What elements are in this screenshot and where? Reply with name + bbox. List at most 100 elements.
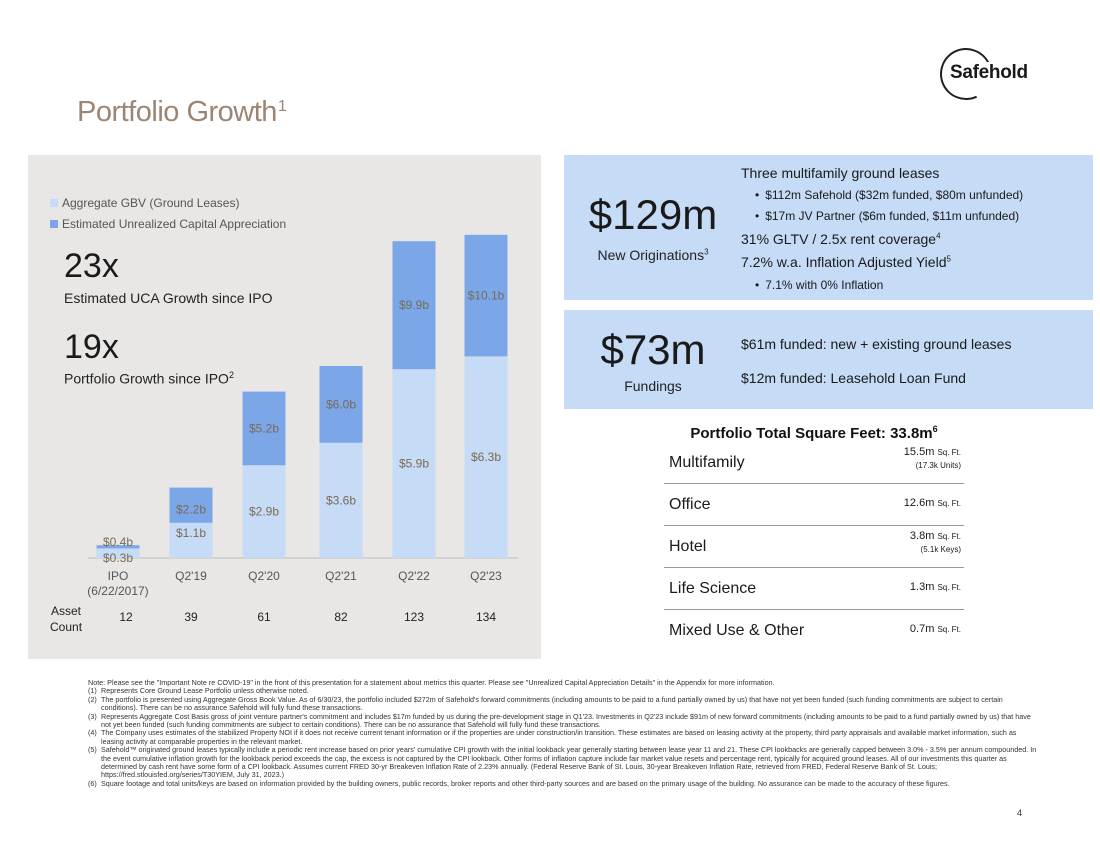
portfolio-growth-label-text: Portfolio Growth since IPO: [64, 370, 229, 387]
footnote-item: (3) Represents Aggregate Cost Basis gross…: [88, 711, 1038, 730]
fundings-amount: $73m: [600, 326, 706, 373]
footnote-text: Square footage and total units/keys are …: [101, 778, 950, 788]
footnote-item: (5) Safehold™ originated ground leases ty…: [88, 746, 1038, 780]
originations-bullet-safehold: $112m Safehold ($32m funded, $80m unfund…: [755, 188, 1023, 202]
x-tick-label-1: Q2'19: [175, 569, 207, 583]
sqft-value-number: 0.7m: [909, 623, 938, 635]
sqft-value-detail: (5.1k Keys): [920, 545, 961, 554]
asset-count-4: 123: [404, 610, 424, 624]
footnote-number: (2): [88, 694, 97, 704]
portfolio-growth-footnote: 2: [228, 370, 234, 380]
sqft-title-text: Portfolio Total Square Feet: 33.8m: [690, 425, 933, 442]
bar-label-uca-1: $2.2b: [176, 503, 206, 517]
footnote-number: (4): [88, 728, 97, 738]
asset-count-label-text: Asset Count: [50, 603, 82, 635]
bar-label-gbv-5: $6.3b: [471, 450, 501, 464]
legend-swatch-uca: [50, 219, 58, 228]
legend-item-gbv: Aggregate GBV (Ground Leases): [50, 192, 286, 213]
sqft-value-unit: Sq. Ft.: [937, 625, 961, 634]
page-title-footnote: 1: [277, 98, 287, 115]
footnote-number: (3): [88, 711, 97, 721]
originations-yield-text: 7.2% w.a. Inflation Adjusted Yield: [741, 254, 947, 270]
footnote-text: Represents Core Ground Lease Portfolio u…: [101, 686, 309, 696]
asset-count-0: 12: [119, 610, 133, 624]
bar-label-gbv-4: $5.9b: [399, 457, 429, 471]
bar-label-gbv-0: $0.3b: [103, 551, 133, 565]
originations-gltv-text: 31% GLTV / 2.5x rent coverage: [741, 231, 937, 247]
bar-label-gbv-3: $3.6b: [326, 493, 356, 507]
bar-label-uca-2: $5.2b: [249, 421, 279, 435]
bar-label-uca-5: $10.1b: [468, 289, 505, 303]
sqft-value-number: 1.3m: [909, 581, 938, 593]
bar-gbv-5: [464, 356, 508, 558]
fundings-label: Fundings: [624, 378, 682, 394]
bar-gbv-3: [319, 442, 363, 558]
sqft-value: 0.7m Sq. Ft.: [910, 623, 961, 636]
sqft-title: Portfolio Total Square Feet: 33.8m6: [664, 424, 964, 442]
asset-count-1: 39: [184, 610, 198, 624]
asset-count-5: 134: [476, 610, 496, 624]
sqft-category-name: Multifamily: [669, 454, 745, 471]
bar-gbv-0: [96, 548, 140, 558]
originations-bullet-inflation: 7.1% with 0% Inflation: [755, 278, 883, 292]
sqft-row: Office 12.6m Sq. Ft.: [664, 484, 964, 526]
sqft-value-number: 12.6m: [903, 497, 938, 509]
asset-count-label-line-1: Count: [50, 620, 83, 634]
footnote-number: (1): [88, 686, 97, 696]
originations-headline: Three multifamily ground leases: [741, 165, 940, 181]
bar-label-gbv-2: $2.9b: [249, 505, 279, 519]
sqft-category-name: Hotel: [669, 538, 707, 555]
footnote-text: The portfolio is presented using Aggrega…: [101, 694, 1003, 713]
sqft-value-detail: (17.3k Units): [915, 461, 961, 470]
asset-count-label-line-0: Asset: [51, 604, 82, 618]
footnote-item: (2) The portfolio is presented using Aggr…: [88, 694, 1038, 713]
originations-label-footnote: 3: [704, 247, 709, 257]
portfolio-growth-label: Portfolio Growth since IPO2: [64, 370, 234, 387]
bar-label-uca-4: $9.9b: [399, 298, 429, 312]
sqft-row: Multifamily 15.5m Sq. Ft. (17.3k Units): [664, 442, 964, 484]
originations-amount: $129m: [588, 191, 718, 238]
sqft-value: 12.6m Sq. Ft.: [904, 497, 961, 510]
bar-uca-1: [169, 487, 213, 523]
legend-label-uca: Estimated Unrealized Capital Appreciatio…: [62, 216, 287, 231]
asset-count-3: 82: [334, 610, 348, 624]
footnote-item: (4) The Company uses estimates of the sta…: [88, 729, 1038, 746]
originations-box: $129m New Originations3 Three multifamil…: [564, 155, 1093, 300]
fundings-box: $73m Fundings $61m funded: new + existin…: [564, 310, 1093, 409]
footnote-text: The Company uses estimates of the stabil…: [101, 728, 1017, 746]
sqft-category-name: Office: [669, 496, 711, 513]
x-tick-label-0-line2: (6/22/2017): [87, 584, 148, 598]
originations-label: New Originations3: [578, 247, 728, 263]
bar-label-uca-3: $6.0b: [326, 397, 356, 411]
sqft-value-number: 15.5m: [903, 446, 938, 458]
sqft-value: 1.3m Sq. Ft.: [910, 581, 961, 594]
footnote-item: (6) Square footage and total units/keys a…: [88, 778, 1038, 788]
sqft-value-unit: Sq. Ft.: [937, 532, 961, 541]
bar-gbv-2: [242, 465, 286, 558]
bar-uca-0: [96, 545, 140, 549]
footnote-number: (5): [88, 745, 97, 755]
bar-uca-5: [464, 234, 508, 357]
sqft-value-unit: Sq. Ft.: [937, 448, 961, 457]
footnote-intro: Note: Please see the "Important Note re …: [88, 678, 775, 687]
bar-uca-4: [392, 241, 436, 370]
fundings-line-ground-leases: $61m funded: new + existing ground lease…: [741, 336, 1012, 352]
originations-label-text: New Originations: [597, 247, 705, 263]
legend-item-uca: Estimated Unrealized Capital Appreciatio…: [50, 213, 286, 234]
x-tick-label-5: Q2'23: [470, 569, 502, 583]
sqft-value: 15.5m Sq. Ft. (17.3k Units): [904, 446, 961, 472]
originations-gltv-footnote: 4: [936, 231, 941, 241]
originations-yield-footnote: 5: [946, 254, 951, 264]
bar-uca-2: [242, 391, 286, 466]
originations-bullet-jv: $17m JV Partner ($6m funded, $11m unfund…: [755, 209, 1019, 223]
logo-text: Safehold: [948, 62, 1030, 84]
bar-label-uca-0: $0.4b: [103, 535, 133, 549]
sqft-row: Mixed Use & Other 0.7m Sq. Ft.: [664, 610, 964, 652]
safehold-logo: Safehold: [932, 40, 1032, 108]
footnote-number: (6): [88, 778, 97, 788]
portfolio-growth-value: 19x: [64, 328, 119, 366]
sqft-category-name: Mixed Use & Other: [669, 622, 805, 639]
legend-swatch-gbv: [50, 198, 58, 207]
sqft-value-number: 3.8m: [909, 530, 938, 542]
sqft-title-footnote: 6: [932, 424, 938, 434]
